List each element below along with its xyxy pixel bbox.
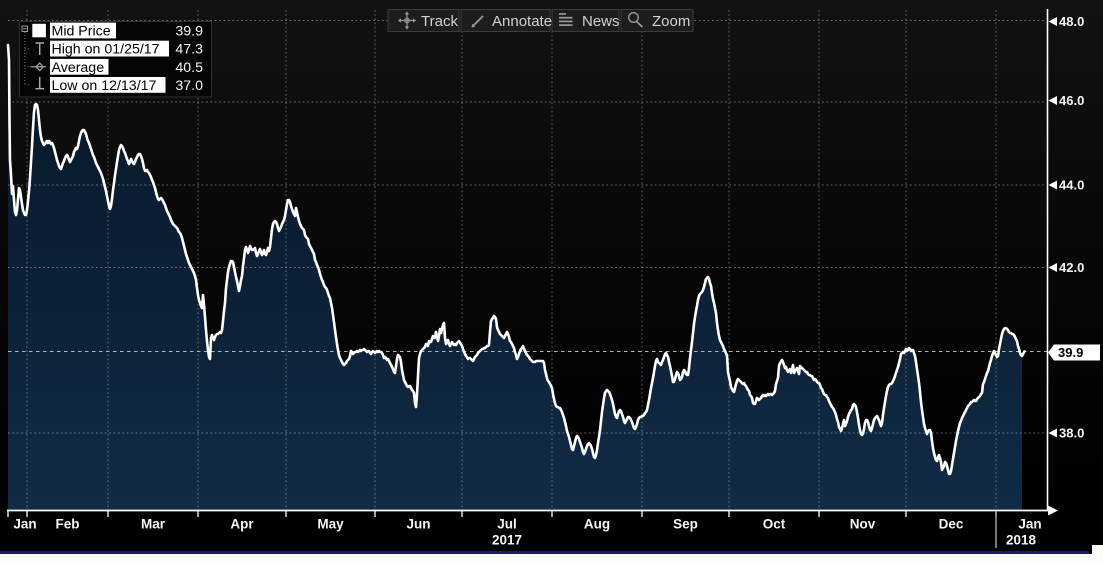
svg-text:Zoom: Zoom bbox=[652, 13, 690, 30]
svg-text:Aug: Aug bbox=[584, 517, 610, 532]
svg-text:Jun: Jun bbox=[406, 517, 430, 532]
svg-text:Jan: Jan bbox=[1018, 517, 1041, 532]
svg-text:39.9: 39.9 bbox=[1058, 345, 1083, 360]
svg-text:Annotate: Annotate bbox=[492, 13, 552, 30]
svg-text:37.0: 37.0 bbox=[175, 78, 203, 94]
svg-text:40.5: 40.5 bbox=[175, 60, 203, 76]
svg-text:High on 01/25/17: High on 01/25/17 bbox=[52, 42, 160, 58]
svg-text:Average: Average bbox=[52, 60, 105, 76]
svg-text:Jan: Jan bbox=[13, 517, 36, 532]
svg-text:2017: 2017 bbox=[492, 533, 522, 548]
svg-text:Apr: Apr bbox=[230, 517, 254, 532]
svg-text:Jul: Jul bbox=[497, 517, 517, 532]
svg-text:46.0: 46.0 bbox=[1059, 93, 1084, 108]
svg-text:Nov: Nov bbox=[850, 517, 876, 532]
svg-text:News: News bbox=[582, 13, 620, 30]
svg-text:48.0: 48.0 bbox=[1059, 14, 1084, 29]
svg-text:Low on 12/13/17: Low on 12/13/17 bbox=[52, 78, 157, 94]
svg-text:Mar: Mar bbox=[141, 517, 166, 532]
svg-text:Mid Price: Mid Price bbox=[52, 24, 111, 40]
svg-text:39.9: 39.9 bbox=[175, 24, 203, 40]
svg-text:Dec: Dec bbox=[939, 517, 964, 532]
svg-text:Oct: Oct bbox=[763, 517, 786, 532]
svg-text:Sep: Sep bbox=[673, 517, 698, 532]
svg-text:2018: 2018 bbox=[1006, 533, 1037, 548]
svg-text:42.0: 42.0 bbox=[1059, 260, 1084, 275]
svg-text:Track: Track bbox=[421, 13, 458, 30]
svg-text:44.0: 44.0 bbox=[1059, 178, 1084, 193]
svg-text:47.3: 47.3 bbox=[175, 42, 203, 58]
svg-text:38.0: 38.0 bbox=[1059, 426, 1084, 441]
svg-text:May: May bbox=[317, 517, 344, 532]
svg-text:Feb: Feb bbox=[55, 517, 79, 532]
